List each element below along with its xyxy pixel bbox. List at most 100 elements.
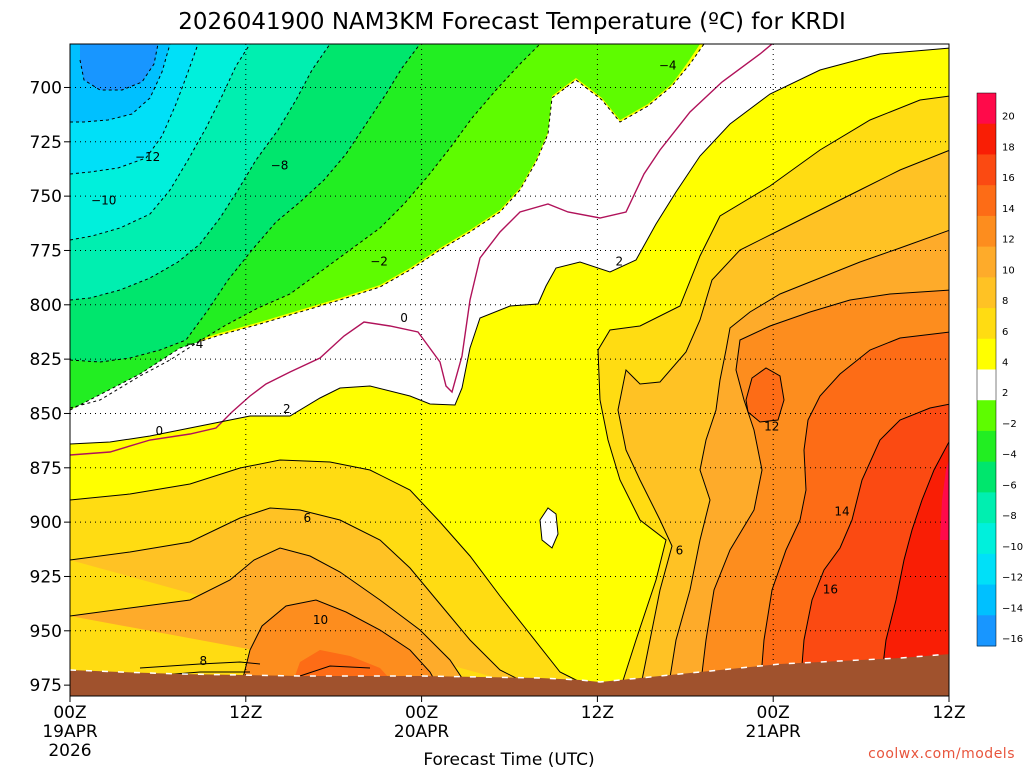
y-tick-label: 950 [30, 622, 62, 642]
colorbar-label: −6 [1002, 480, 1017, 491]
contour-16-line [799, 403, 949, 691]
contour-minus4-line [70, 44, 541, 409]
colorbar-frame [976, 92, 997, 647]
colorbar-label: 6 [1002, 327, 1008, 338]
contour-minus14-line [70, 44, 171, 123]
colorbar-label: 12 [1002, 235, 1015, 246]
terrain-ground [70, 654, 949, 696]
x-tick-label: 12Z [581, 703, 614, 723]
colorbar-label: 10 [1002, 265, 1015, 276]
colorbar-label: 4 [1002, 358, 1008, 369]
plot-area: −4 −12 −8 −10 −2 2 0 −4 2 12 0 14 6 6 16 10 8 [70, 44, 949, 696]
colorbar-label: 18 [1002, 142, 1015, 153]
contour-0-line [70, 44, 773, 456]
contour-label: −8 [271, 159, 289, 173]
contour-label: 10 [313, 613, 328, 627]
contour-minus16-line [79, 44, 159, 91]
y-tick-label: 850 [30, 404, 62, 424]
band-plus18 [940, 459, 949, 540]
x-tick-label: 20APR [394, 722, 450, 742]
colorbar-swatch [977, 553, 996, 586]
colorbar-label: 14 [1002, 204, 1015, 215]
colorbar-swatch [977, 246, 996, 278]
band-minus16 [80, 44, 158, 90]
y-axis: 700 725 750 775 800 825 850 875 900 925 950 975 [30, 78, 70, 696]
contour-6-line [70, 547, 471, 691]
contour-label: 12 [764, 420, 779, 434]
y-tick-label: 925 [30, 567, 62, 587]
white-pocket [539, 507, 559, 549]
colorbar-label: −14 [1002, 603, 1023, 614]
colorbar-label: −2 [1002, 419, 1017, 430]
colorbar-swatch [977, 430, 996, 463]
y-tick-label: 825 [30, 350, 62, 370]
contour-2-line [70, 459, 597, 691]
contour-2-line-yellow-edge [596, 95, 949, 691]
x-tick-label: 12Z [229, 703, 262, 723]
colorbar-swatch [977, 615, 996, 647]
plot-frame [69, 43, 950, 697]
y-tick-label: 800 [30, 296, 62, 316]
colorbar-label: −16 [1002, 634, 1023, 645]
colorbar-swatch [977, 277, 996, 309]
colorbar-swatch [977, 338, 996, 370]
colorbar-label: −10 [1002, 542, 1023, 553]
contour-8-line [239, 599, 441, 691]
contour-label: −4 [659, 59, 677, 73]
contour-10-line-east [667, 229, 949, 691]
y-tick-label: 725 [30, 133, 62, 153]
contour-label: 2 [283, 402, 291, 416]
contour-label: 14 [834, 504, 849, 518]
colorbar-label: −8 [1002, 511, 1017, 522]
band-near-zero-white [70, 44, 949, 444]
contour-2-line-upper [70, 47, 949, 445]
y-tick-label: 875 [30, 459, 62, 479]
colorbar-label: 16 [1002, 173, 1015, 184]
colorbar-swatch [977, 492, 996, 524]
colorbar: 20 18 16 14 12 10 8 6 4 2 −2 −4 −6 −8 −10 −12 −14 −16 [976, 92, 1023, 647]
y-tick-label: 750 [30, 187, 62, 207]
colorbar-label: 2 [1002, 388, 1008, 399]
colorbar-swatch [977, 461, 996, 493]
y-tick-label: 775 [30, 241, 62, 261]
contour-label: −10 [91, 193, 116, 207]
y-tick-label: 900 [30, 513, 62, 533]
colorbar-swatch [977, 523, 996, 555]
contour-14-line [759, 331, 949, 691]
colorbar-swatch [977, 185, 996, 217]
x-tick-label: 00Z [405, 703, 438, 723]
contour-lines [70, 44, 949, 691]
colorbar-swatch [977, 584, 996, 616]
contour-label: 8 [199, 654, 207, 668]
band-plus16 [880, 441, 949, 690]
x-axis-label: Forecast Time (UTC) [423, 750, 594, 768]
colorbar-swatch [977, 154, 996, 186]
colorbar-swatch [977, 93, 996, 125]
colorbar-label: −4 [1002, 450, 1017, 461]
colorbar-label: 20 [1002, 112, 1015, 123]
colorbar-label: −12 [1002, 573, 1023, 584]
colorbar-swatch [977, 308, 996, 340]
contour-label-layer: −4 −12 −8 −10 −2 2 0 −4 2 12 0 14 6 6 16 10 8 [91, 59, 850, 668]
gridlines [70, 44, 949, 696]
contour-4-line [70, 507, 541, 691]
colorbar-swatch [977, 123, 996, 155]
contour-minus8-line [70, 44, 331, 301]
x-tick-label: 2026 [48, 741, 91, 761]
chart-title: 2026041900 NAM3KM Forecast Temperature (… [178, 9, 846, 35]
contour-label: −12 [135, 150, 160, 164]
y-tick-label: 975 [30, 676, 62, 696]
contour-lines-dashed [70, 44, 705, 411]
x-tick-label: 12Z [932, 703, 965, 723]
contour-minus10-line [70, 44, 251, 241]
x-tick-label: 19APR [42, 722, 98, 742]
contour-8-line-east [617, 149, 949, 691]
x-tick-label: 00Z [757, 703, 790, 723]
colorbar-label: 8 [1002, 296, 1008, 307]
colorbar-swatch [977, 400, 996, 432]
watermark-text: coolwx.com/models [868, 746, 1015, 762]
x-tick-label: 00Z [53, 703, 86, 723]
contour-label: 0 [156, 424, 164, 438]
colorbar-swatch [977, 215, 996, 248]
